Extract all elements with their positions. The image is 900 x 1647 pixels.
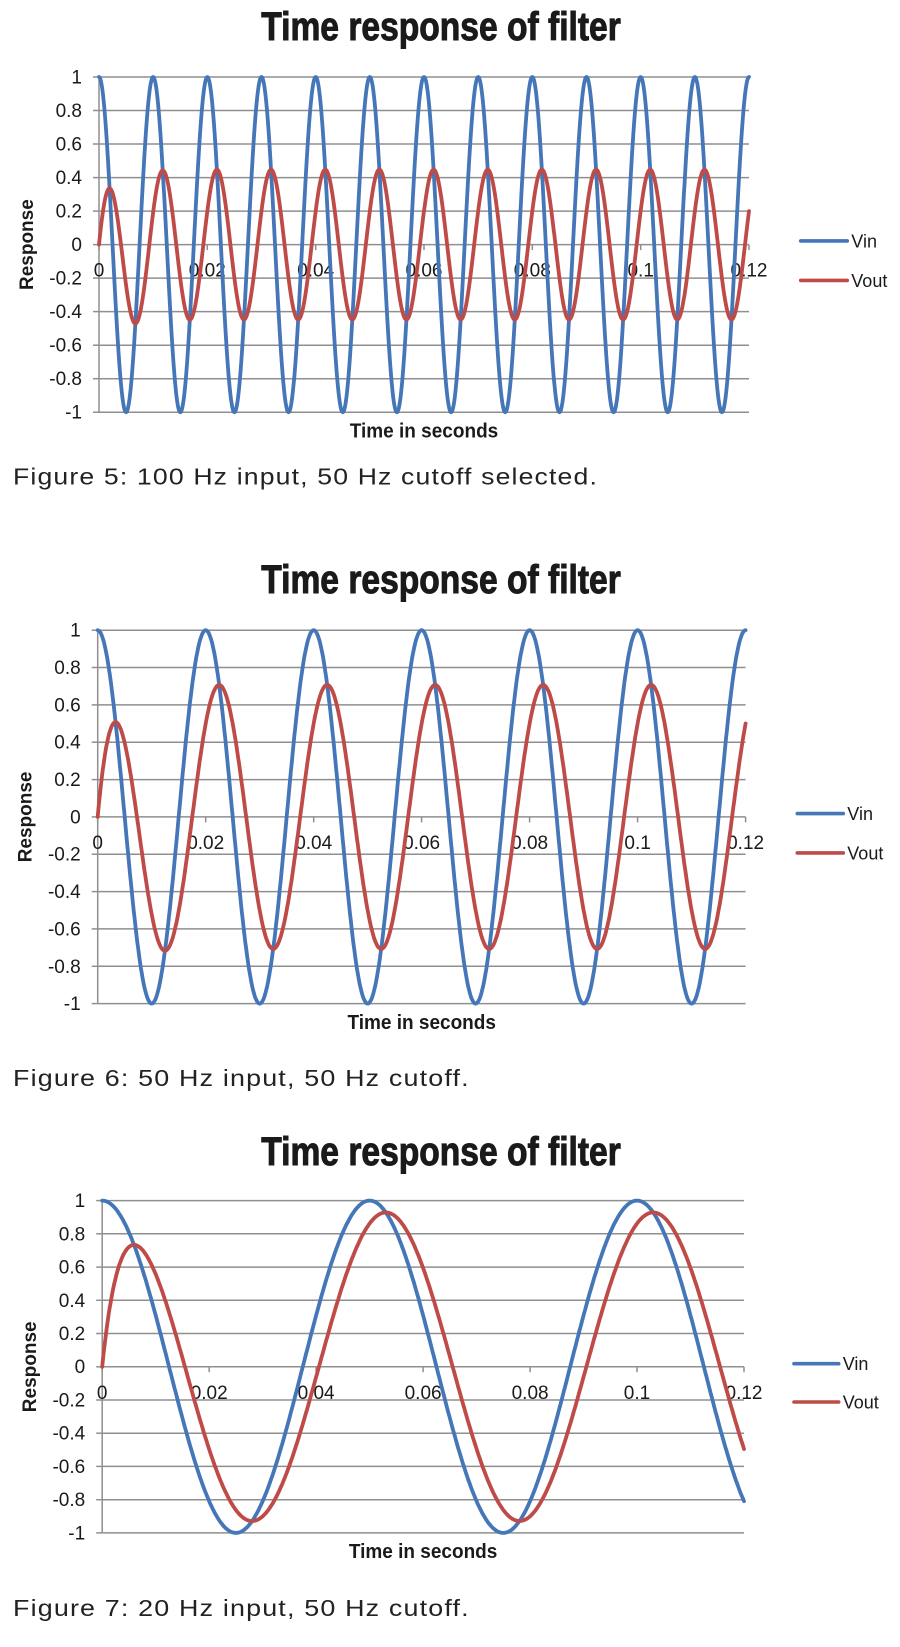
svg-text:Response: Response: [20, 1321, 41, 1412]
svg-text:Response: Response: [17, 199, 38, 290]
svg-text:Vin: Vin: [851, 231, 877, 251]
svg-text:0.1: 0.1: [624, 833, 650, 854]
svg-text:-0.4: -0.4: [52, 1424, 85, 1445]
svg-text:Time response of filter: Time response of filter: [261, 1129, 621, 1173]
svg-text:0: 0: [94, 261, 105, 282]
svg-text:0.06: 0.06: [405, 1383, 442, 1404]
svg-text:Time response of filter: Time response of filter: [261, 557, 621, 601]
svg-text:0.6: 0.6: [54, 695, 80, 716]
svg-text:0.4: 0.4: [54, 733, 81, 754]
svg-text:Figure 7: 20 Hz input, 50 Hz c: Figure 7: 20 Hz input, 50 Hz cutoff.: [13, 1596, 470, 1622]
svg-text:Vin: Vin: [847, 804, 873, 824]
svg-text:Vin: Vin: [843, 1354, 869, 1374]
svg-text:0.04: 0.04: [295, 833, 332, 854]
svg-text:0.2: 0.2: [59, 1324, 85, 1345]
svg-text:0.02: 0.02: [187, 833, 224, 854]
svg-text:-0.4: -0.4: [48, 882, 81, 903]
svg-text:-0.8: -0.8: [49, 369, 82, 390]
svg-text:0.06: 0.06: [403, 833, 440, 854]
svg-text:0.04: 0.04: [298, 1383, 335, 1404]
svg-text:0.12: 0.12: [726, 1383, 763, 1404]
svg-text:0: 0: [97, 1383, 108, 1404]
svg-text:0.12: 0.12: [727, 833, 764, 854]
svg-text:0.02: 0.02: [191, 1383, 228, 1404]
svg-text:0.8: 0.8: [59, 1224, 85, 1245]
svg-text:0: 0: [71, 235, 82, 256]
svg-text:0.6: 0.6: [59, 1258, 85, 1279]
svg-text:-1: -1: [64, 994, 81, 1015]
svg-text:0: 0: [75, 1357, 86, 1378]
svg-text:0.08: 0.08: [512, 1383, 549, 1404]
svg-text:0.4: 0.4: [59, 1291, 86, 1312]
svg-text:1: 1: [75, 1191, 86, 1212]
svg-text:0.4: 0.4: [56, 168, 83, 189]
svg-text:-1: -1: [68, 1523, 85, 1544]
svg-text:Time in seconds: Time in seconds: [349, 1541, 498, 1564]
svg-text:1: 1: [70, 621, 81, 642]
svg-text:0: 0: [92, 833, 103, 854]
svg-text:Time in seconds: Time in seconds: [347, 1011, 496, 1034]
svg-text:-0.8: -0.8: [48, 957, 81, 978]
svg-text:-0.8: -0.8: [52, 1490, 85, 1511]
svg-text:-0.6: -0.6: [49, 336, 82, 357]
svg-text:Vout: Vout: [851, 271, 887, 291]
svg-text:-0.6: -0.6: [52, 1457, 85, 1478]
svg-text:0.2: 0.2: [56, 202, 82, 223]
svg-text:Figure 6: 50 Hz input, 50 Hz c: Figure 6: 50 Hz input, 50 Hz cutoff.: [13, 1066, 470, 1092]
svg-text:0.1: 0.1: [624, 1383, 650, 1404]
svg-text:0.2: 0.2: [54, 770, 80, 791]
svg-text:0.8: 0.8: [54, 658, 80, 679]
svg-text:-0.2: -0.2: [52, 1391, 85, 1412]
svg-text:Time in seconds: Time in seconds: [350, 420, 499, 443]
svg-text:-0.2: -0.2: [48, 845, 81, 866]
svg-text:0.8: 0.8: [56, 101, 82, 122]
svg-text:Vout: Vout: [843, 1393, 879, 1413]
svg-text:Vout: Vout: [847, 843, 883, 863]
svg-text:0.08: 0.08: [511, 833, 548, 854]
svg-text:Response: Response: [16, 771, 37, 862]
svg-text:-0.4: -0.4: [49, 302, 82, 323]
svg-text:-0.2: -0.2: [49, 269, 82, 290]
svg-text:0: 0: [70, 807, 81, 828]
svg-text:-1: -1: [65, 403, 82, 424]
svg-text:Time response of filter: Time response of filter: [261, 4, 621, 48]
svg-text:0.6: 0.6: [56, 135, 82, 156]
svg-text:-0.6: -0.6: [48, 919, 81, 940]
svg-text:Figure 5: 100 Hz input, 50 Hz: Figure 5: 100 Hz input, 50 Hz cutoff sel…: [13, 464, 598, 490]
svg-text:1: 1: [71, 68, 82, 89]
